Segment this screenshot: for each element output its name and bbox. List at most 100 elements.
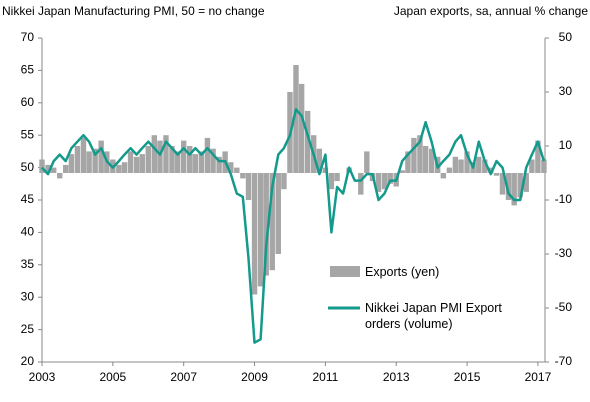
y-tick-label: 45 — [21, 192, 35, 206]
y2-tick-label: -10 — [555, 192, 573, 206]
bar — [411, 137, 417, 173]
bar — [428, 148, 435, 173]
x-tick-label: 2009 — [241, 370, 268, 384]
bar — [505, 173, 512, 200]
bar — [452, 156, 459, 173]
bar — [405, 151, 411, 173]
bar — [446, 167, 453, 173]
bar — [157, 140, 163, 173]
bar — [45, 164, 51, 173]
x-tick-label: 2007 — [170, 370, 197, 384]
bar — [499, 173, 506, 195]
bar — [240, 173, 246, 179]
y2-tick-label: 30 — [559, 84, 573, 98]
bar — [192, 154, 199, 173]
bar — [98, 140, 104, 173]
bar — [417, 135, 423, 173]
line — [41, 108, 546, 344]
bar — [228, 162, 234, 173]
bar — [476, 156, 482, 173]
bar — [517, 173, 523, 198]
bar — [511, 173, 517, 206]
chart-subtitle: Japan exports, sa, annual % change — [394, 4, 588, 18]
y2-tick-label: -50 — [555, 300, 573, 314]
y2-tick-label: -70 — [555, 354, 573, 368]
bar — [275, 173, 281, 254]
bar — [263, 173, 269, 276]
bar — [169, 146, 175, 173]
bar — [163, 135, 169, 173]
bar — [529, 159, 535, 173]
bar — [316, 148, 323, 173]
bar — [493, 173, 500, 176]
y2-tick-label: -30 — [555, 246, 573, 260]
legend-swatch — [330, 266, 360, 277]
bar — [298, 83, 305, 173]
bar — [523, 173, 529, 192]
bar — [92, 148, 98, 173]
bar — [269, 173, 275, 271]
y2-tick-label: 10 — [559, 138, 573, 152]
bar — [281, 173, 287, 190]
chart-title: Nikkei Japan Manufacturing PMI, 50 = no … — [2, 4, 265, 18]
bar — [541, 159, 547, 173]
y-tick-label: 50 — [21, 160, 35, 174]
bar — [381, 173, 388, 190]
bar — [245, 173, 252, 200]
y-tick-label: 30 — [21, 289, 35, 303]
bar — [328, 173, 335, 190]
x-tick-label: 2015 — [454, 370, 481, 384]
y2-tick-label: 50 — [559, 30, 573, 44]
bar — [458, 159, 464, 173]
y-tick-label: 25 — [21, 322, 35, 336]
bar — [375, 173, 382, 192]
bar — [86, 151, 92, 173]
x-tick-label: 2011 — [312, 370, 338, 384]
bar — [482, 159, 488, 173]
bar — [57, 173, 63, 179]
bar — [68, 154, 75, 173]
bar — [50, 167, 57, 173]
bar — [535, 140, 541, 173]
bar — [127, 151, 134, 173]
bar — [364, 151, 370, 173]
bar — [293, 65, 299, 173]
x-tick-label: 2013 — [383, 370, 410, 384]
bar — [488, 167, 494, 173]
bar — [387, 173, 393, 184]
y-tick-label: 65 — [21, 63, 35, 77]
bar — [39, 159, 45, 173]
y-tick-label: 60 — [21, 95, 35, 109]
bar — [198, 151, 205, 173]
bar — [358, 173, 364, 195]
bar — [80, 137, 87, 173]
bar — [399, 170, 405, 173]
bar — [216, 156, 222, 173]
bar — [133, 156, 140, 173]
bar — [187, 146, 193, 173]
y-tick-label: 55 — [21, 127, 35, 141]
bar — [121, 162, 128, 173]
legend-label: Nikkei Japan PMI Export orders (volume) — [365, 301, 502, 331]
bar — [116, 164, 122, 173]
bar — [304, 110, 311, 173]
x-tick-label: 2005 — [99, 370, 126, 384]
bar — [210, 148, 216, 173]
bar — [63, 164, 69, 173]
y-tick-label: 20 — [21, 354, 35, 368]
bar — [74, 146, 81, 173]
bar — [174, 151, 181, 173]
bar — [422, 146, 429, 173]
bar — [234, 167, 240, 173]
bar — [251, 173, 258, 295]
bar — [180, 140, 187, 173]
y-tick-label: 40 — [21, 225, 35, 239]
bar — [464, 151, 470, 173]
bar — [440, 173, 447, 179]
y-tick-label: 35 — [21, 257, 35, 271]
x-tick-label: 2017 — [525, 370, 552, 384]
bar — [145, 146, 151, 173]
legend-label: Exports (yen) — [365, 265, 440, 279]
